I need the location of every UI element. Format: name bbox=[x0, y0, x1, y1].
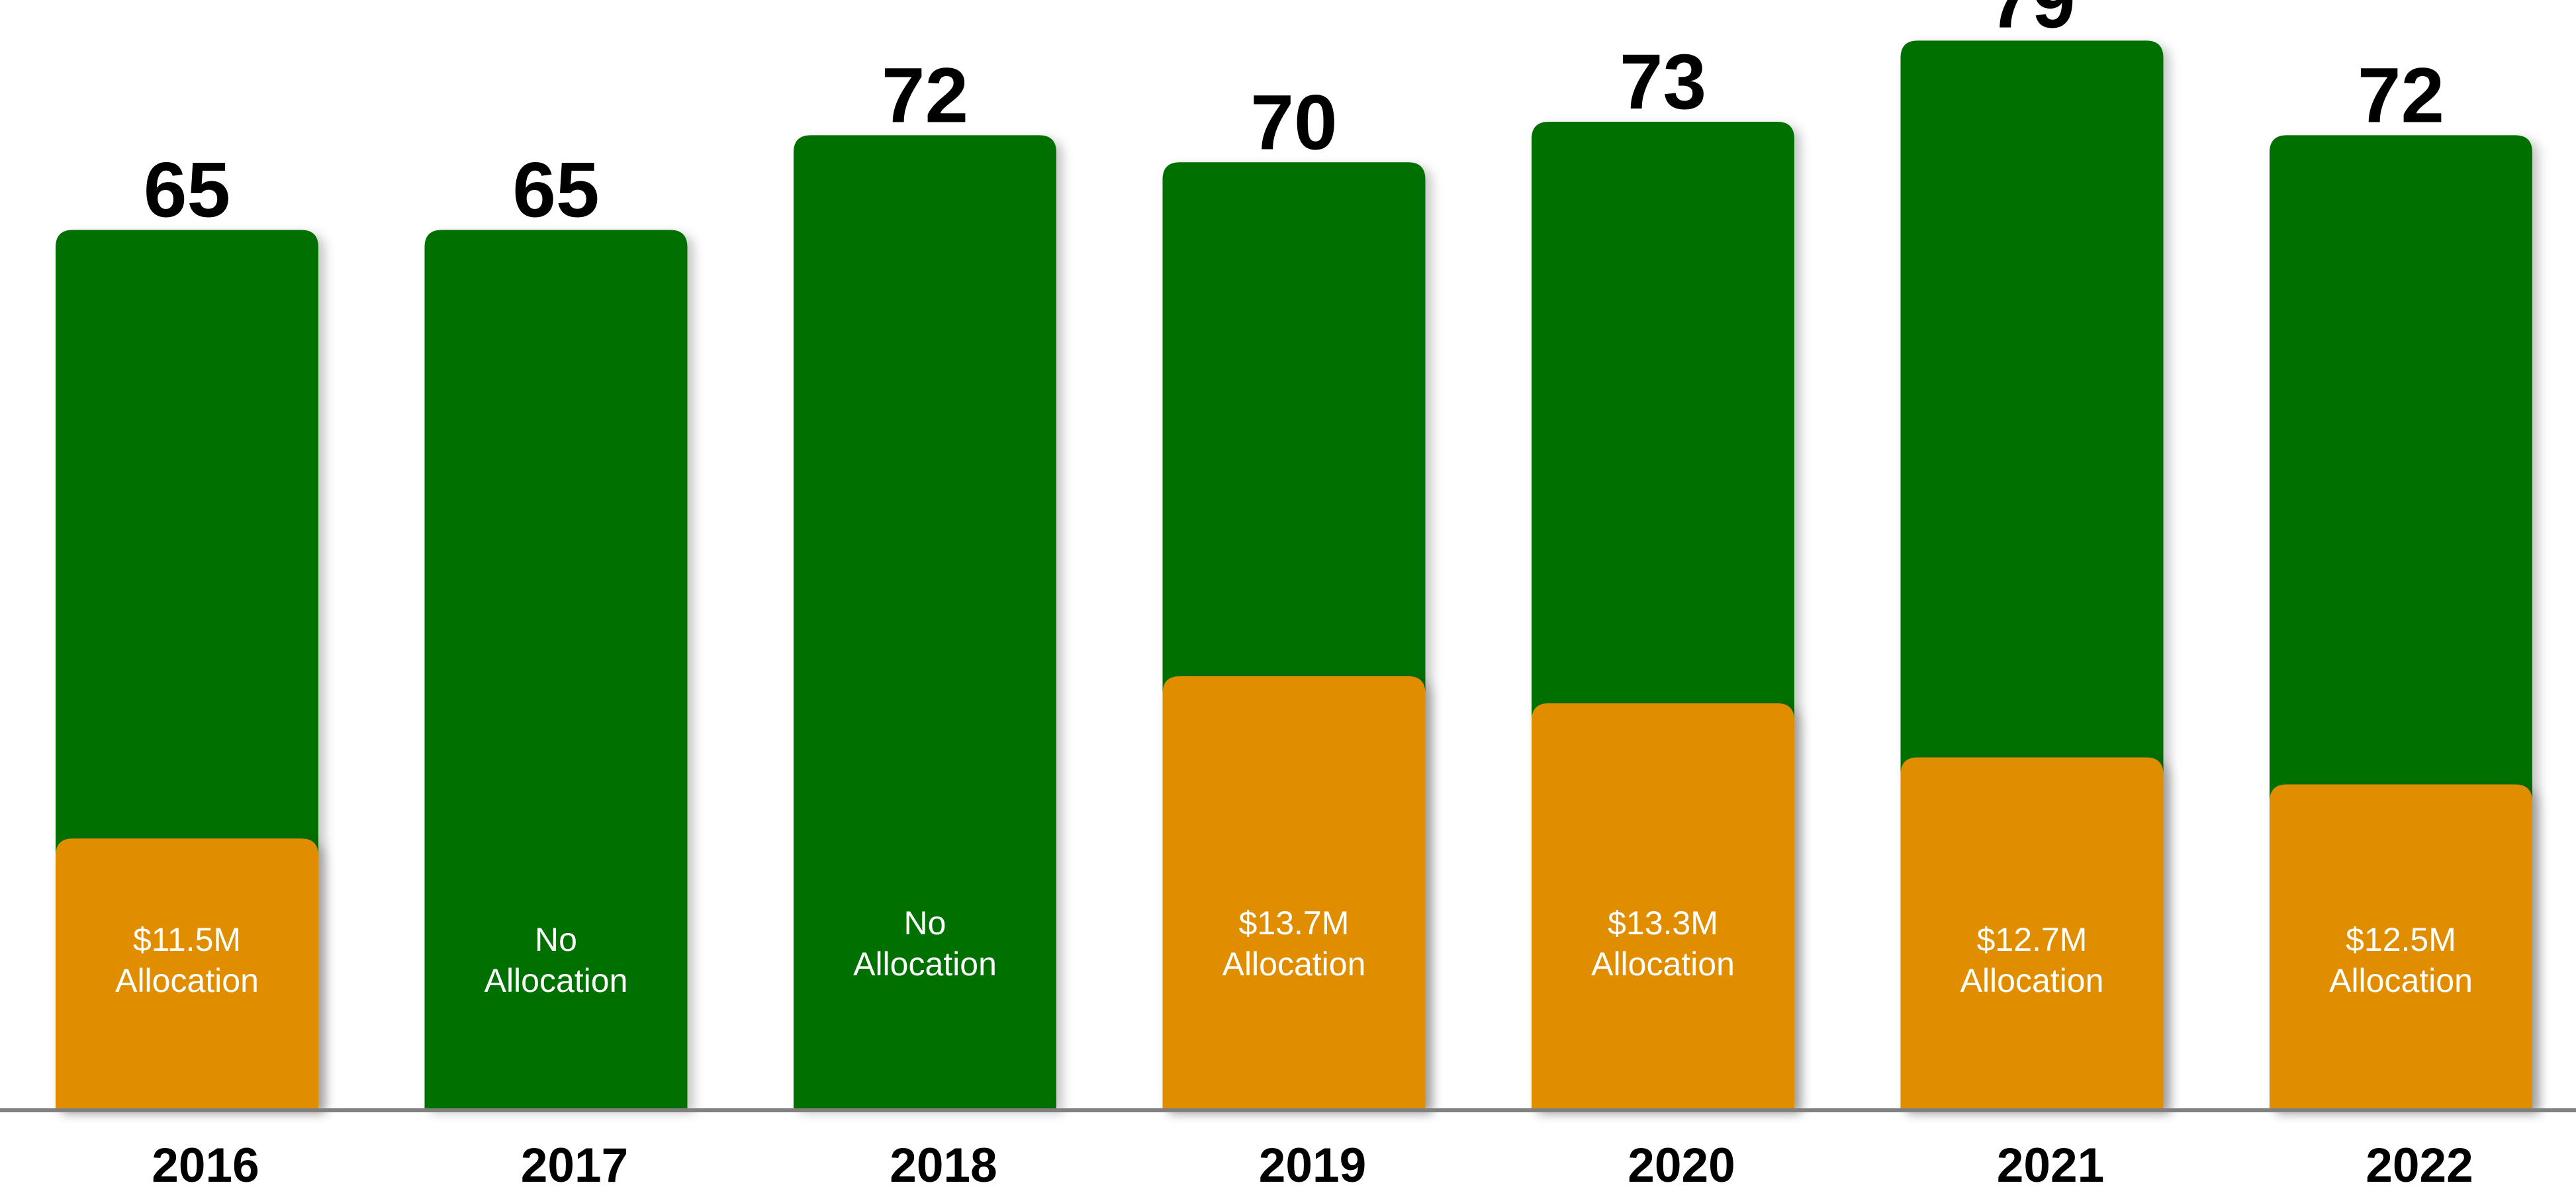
bar-allocation-2016 bbox=[56, 838, 318, 1109]
allocation-label-2021-line-2: Allocation bbox=[1960, 962, 2104, 999]
allocation-label-2018-line-1: No bbox=[904, 905, 946, 942]
labels-layer: $11.5M Allocation 65 2016 No Allocation 65 2017… bbox=[115, 0, 2473, 1192]
x-tick-label-2021: 2021 bbox=[1997, 1139, 2104, 1192]
allocation-label-2021-line-1: $12.7M bbox=[1977, 921, 2088, 958]
data-label-total-2017: 65 bbox=[512, 146, 599, 234]
allocation-label-2017-line-2: Allocation bbox=[484, 962, 628, 999]
bar-allocation-2019 bbox=[1162, 676, 1426, 1109]
allocation-label-2020-line-2: Allocation bbox=[1591, 946, 1735, 983]
allocation-label-2018-line-2: Allocation bbox=[853, 946, 997, 983]
allocation-label-2022-line-2: Allocation bbox=[2329, 962, 2473, 999]
allocation-label-2016-line-1: $11.5M bbox=[133, 921, 241, 958]
bars-layer bbox=[56, 40, 2532, 1110]
bar-total-2017 bbox=[424, 230, 688, 1110]
allocation-label-2022-line-1: $12.5M bbox=[2346, 921, 2456, 958]
x-tick-label-2018: 2018 bbox=[890, 1139, 997, 1192]
bar-allocation-2022 bbox=[2270, 784, 2532, 1109]
x-tick-label-2017: 2017 bbox=[521, 1139, 628, 1192]
x-tick-label-2019: 2019 bbox=[1259, 1139, 1366, 1192]
data-label-total-2018: 72 bbox=[882, 52, 968, 139]
allocation-label-2019-line-2: Allocation bbox=[1222, 946, 1366, 983]
data-label-total-2021: 79 bbox=[1988, 0, 2075, 44]
bar-allocation-2020 bbox=[1532, 703, 1794, 1109]
allocation-label-2020-line-1: $13.3M bbox=[1608, 905, 1718, 942]
data-label-total-2019: 70 bbox=[1250, 79, 1337, 166]
allocation-label-2016-line-2: Allocation bbox=[115, 962, 259, 999]
bar-allocation-2021 bbox=[1900, 757, 2164, 1109]
data-label-total-2022: 72 bbox=[2358, 52, 2444, 139]
x-tick-label-2016: 2016 bbox=[152, 1139, 259, 1192]
x-tick-label-2020: 2020 bbox=[1628, 1139, 1735, 1192]
bar-total-2018 bbox=[794, 135, 1056, 1109]
allocation-label-2019-line-1: $13.7M bbox=[1239, 905, 1350, 942]
data-label-total-2016: 65 bbox=[144, 146, 230, 234]
data-label-total-2020: 73 bbox=[1620, 38, 1706, 126]
allocation-label-2017-line-1: No bbox=[535, 921, 577, 958]
x-tick-label-2022: 2022 bbox=[2366, 1139, 2473, 1192]
